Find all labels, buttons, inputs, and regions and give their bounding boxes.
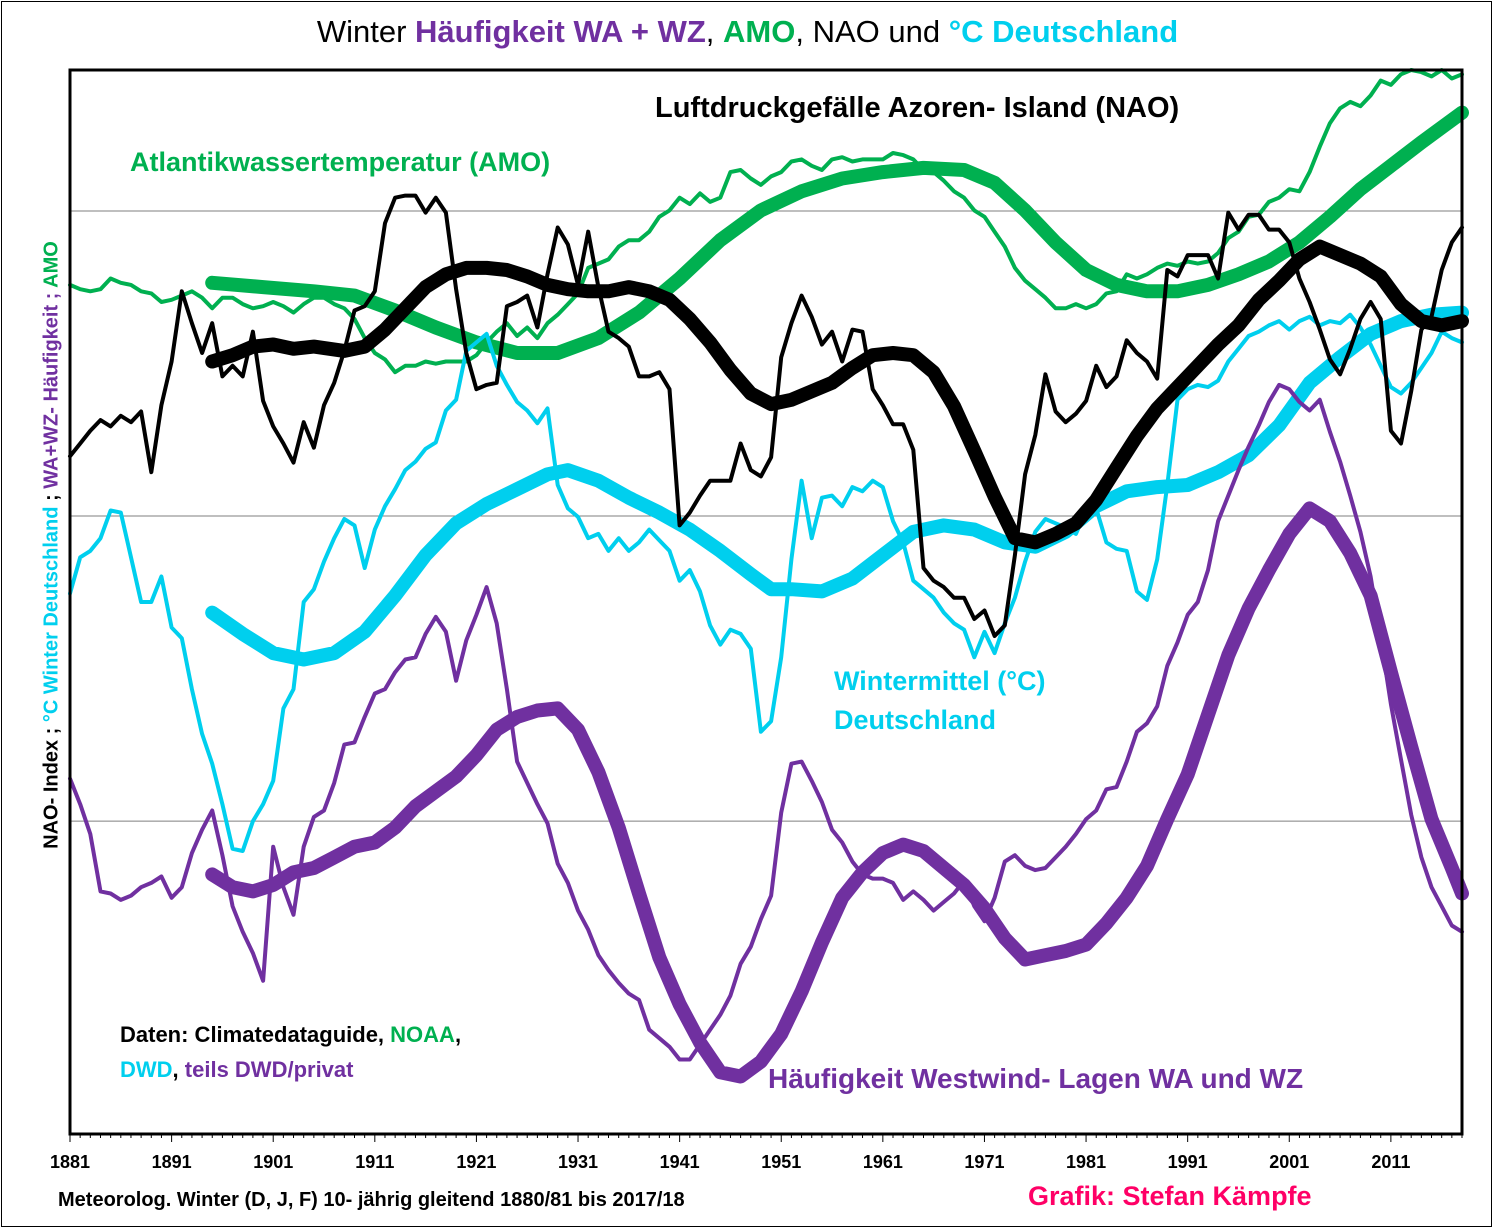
series-line-raw-0: [68, 193, 1464, 638]
series-line-smoothed-3: [205, 105, 1469, 360]
x-tick-label: 1951: [761, 1152, 801, 1172]
title-amo: AMO: [723, 14, 796, 49]
x-tick-label: 1911: [355, 1152, 394, 1172]
x-tick-label: 2011: [1371, 1152, 1410, 1172]
plot-area-border: [68, 68, 1464, 1136]
x-tick-label: 1881: [50, 1152, 90, 1172]
series-line-raw-2: [68, 68, 1464, 375]
series-line-smoothed-5: [205, 305, 1469, 667]
x-tick-label: 1941: [660, 1152, 700, 1172]
series-line-smoothed-1: [205, 239, 1469, 550]
plot-lines: [68, 68, 1469, 1084]
title-temp: °C Deutschland: [948, 14, 1179, 49]
title-wawz: Häufigkeit WA + WZ: [415, 14, 706, 49]
series-line-raw-6: [68, 382, 1464, 1062]
label-wintermittel: Wintermittel (°C): [834, 666, 1046, 696]
chart-title: Winter Häufigkeit WA + WZ, AMO, NAO und …: [316, 14, 1179, 49]
sources-line-1: Daten: Climatedataguide, NOAA,: [120, 1022, 462, 1047]
x-tick-label: 1931: [558, 1152, 598, 1172]
sources-line-2: DWD, teils DWD/privat: [120, 1057, 354, 1082]
label-deutschland: Deutschland: [834, 705, 997, 735]
axes: 1881 1891 1901 1911 1921 1931 1941 1951 1961 1971…: [50, 68, 1464, 1172]
x-tick-label: 1901: [253, 1152, 293, 1172]
credit: Grafik: Stefan Kämpfe: [1028, 1181, 1312, 1211]
label-westwind: Häufigkeit Westwind- Lagen WA und WZ: [768, 1063, 1304, 1094]
x-tick-label: 1981: [1066, 1152, 1106, 1172]
x-tick-label: 1971: [964, 1152, 1004, 1172]
label-amo: Atlantikwassertemperatur (AMO): [130, 147, 551, 177]
series-line-raw-4: [68, 312, 1464, 853]
label-nao: Luftdruckgefälle Azoren- Island (NAO): [655, 92, 1180, 124]
footer-note: Meteorolog. Winter (D, J, F) 10- jährig …: [58, 1189, 685, 1211]
x-tick-label: 1891: [152, 1152, 192, 1172]
x-tick-label: 2001: [1269, 1152, 1309, 1172]
series-line-smoothed-7: [205, 501, 1469, 1084]
x-tick-label: 1921: [456, 1152, 496, 1172]
x-tick-label: 1991: [1168, 1152, 1208, 1172]
x-tick-label: 1961: [863, 1152, 903, 1172]
